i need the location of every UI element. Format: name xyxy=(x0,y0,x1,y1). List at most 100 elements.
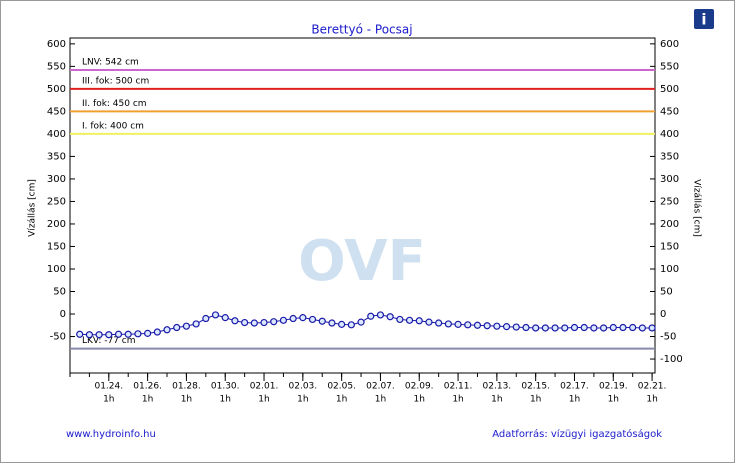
x-tick-time: 1h xyxy=(336,395,347,405)
data-point xyxy=(347,321,355,329)
data-point xyxy=(580,323,588,332)
data-point xyxy=(376,311,385,319)
x-tick-label: 02.13. xyxy=(483,382,512,392)
data-point xyxy=(124,330,132,338)
x-tick-time: 1h xyxy=(220,395,231,405)
reference-label: LKV: -77 cm xyxy=(82,336,136,346)
x-tick-label: 01.30. xyxy=(211,382,240,392)
data-point xyxy=(250,319,258,327)
y2-tick-label: 50 xyxy=(660,287,673,298)
data-point xyxy=(279,316,288,324)
data-point xyxy=(648,324,656,332)
data-point xyxy=(289,314,297,323)
reference-label: LNV: 542 cm xyxy=(82,57,139,67)
x-tick-label: 01.28. xyxy=(172,382,201,392)
x-tick-label: 02.01. xyxy=(250,382,279,392)
x-tick-time: 1h xyxy=(491,395,502,405)
data-point xyxy=(260,318,268,327)
x-tick-time: 1h xyxy=(608,395,619,405)
data-point xyxy=(173,323,181,332)
x-tick-label: 02.09. xyxy=(405,382,434,392)
y-tick-label: 50 xyxy=(53,287,66,298)
data-point xyxy=(570,323,579,332)
data-point xyxy=(114,330,123,338)
reference-label: I. fok: 400 cm xyxy=(82,121,144,131)
y2-tick-label: 300 xyxy=(660,174,679,185)
data-point xyxy=(357,318,365,326)
info-button[interactable] xyxy=(694,9,714,29)
x-tick-time: 1h xyxy=(452,395,463,405)
y2-tick-label: -100 xyxy=(660,354,683,365)
data-point xyxy=(629,323,637,332)
x-tick-label: 02.21. xyxy=(638,382,667,392)
x-tick-time: 1h xyxy=(646,395,657,405)
data-point xyxy=(590,324,598,332)
data-point xyxy=(599,324,608,332)
x-tick-time: 1h xyxy=(181,395,192,405)
y2-tick-label: 150 xyxy=(660,241,679,252)
data-point xyxy=(192,320,200,328)
info-icon[interactable]: i xyxy=(701,11,706,29)
x-tick-time: 1h xyxy=(414,395,425,405)
x-tick-label: 02.17. xyxy=(560,382,589,392)
footer-link[interactable]: www.hydroinfo.hu xyxy=(66,429,156,440)
data-point xyxy=(551,324,559,332)
data-point xyxy=(396,315,404,324)
data-point xyxy=(502,323,511,331)
data-point xyxy=(211,311,220,319)
watermark: OVF xyxy=(298,229,426,294)
x-tick-time: 1h xyxy=(569,395,580,405)
data-point xyxy=(386,313,394,321)
y-tick-label: 200 xyxy=(47,219,66,230)
data-point xyxy=(454,320,462,328)
data-point xyxy=(182,322,191,330)
x-tick-time: 1h xyxy=(142,395,153,405)
data-point xyxy=(134,330,142,338)
data-point xyxy=(308,315,317,324)
data-point xyxy=(328,319,336,327)
reference-label: III. fok: 500 cm xyxy=(82,76,149,86)
y2-tick-label: 600 xyxy=(660,39,679,50)
x-tick-label: 02.15. xyxy=(521,382,550,392)
y-tick-label: 450 xyxy=(47,106,66,117)
data-point xyxy=(541,324,549,332)
y-tick-label: 350 xyxy=(47,151,66,162)
data-point xyxy=(435,319,443,327)
y2-tick-label: 550 xyxy=(660,61,679,72)
y2-tick-label: 450 xyxy=(660,106,679,117)
x-tick-time: 1h xyxy=(103,395,114,405)
x-tick-label: 02.11. xyxy=(444,382,473,392)
x-tick-label: 01.24. xyxy=(94,382,123,392)
data-point xyxy=(483,322,491,330)
y2-tick-label: 350 xyxy=(660,151,679,162)
y-tick-label: 500 xyxy=(47,84,66,95)
y-tick-label: -50 xyxy=(50,332,66,343)
data-point xyxy=(241,318,249,327)
data-point xyxy=(85,331,94,339)
y2-tick-label: -50 xyxy=(660,332,676,343)
y2-tick-label: 100 xyxy=(660,264,679,275)
data-point xyxy=(202,314,210,323)
y2-tick-label: 500 xyxy=(660,84,679,95)
data-point xyxy=(561,324,569,332)
y-axis-label: Vízállás [cm] xyxy=(28,179,38,237)
y2-tick-label: 400 xyxy=(660,129,679,140)
data-point xyxy=(338,320,346,328)
reference-label: II. fok: 450 cm xyxy=(82,99,147,109)
data-point xyxy=(76,330,84,338)
data-point xyxy=(367,312,375,320)
data-point xyxy=(221,314,229,322)
x-tick-label: 02.03. xyxy=(289,382,318,392)
y-tick-label: 0 xyxy=(60,309,66,320)
footer-source: Adatforrás: vízügyi igazgatóságok xyxy=(492,428,662,440)
x-tick-time: 1h xyxy=(297,395,308,405)
data-point xyxy=(318,317,326,325)
data-point xyxy=(299,314,307,322)
plot-area xyxy=(69,37,656,374)
data-point xyxy=(231,317,239,325)
x-tick-time: 1h xyxy=(258,395,269,405)
y-tick-label: 150 xyxy=(47,241,66,252)
y-tick-label: 400 xyxy=(47,129,66,140)
